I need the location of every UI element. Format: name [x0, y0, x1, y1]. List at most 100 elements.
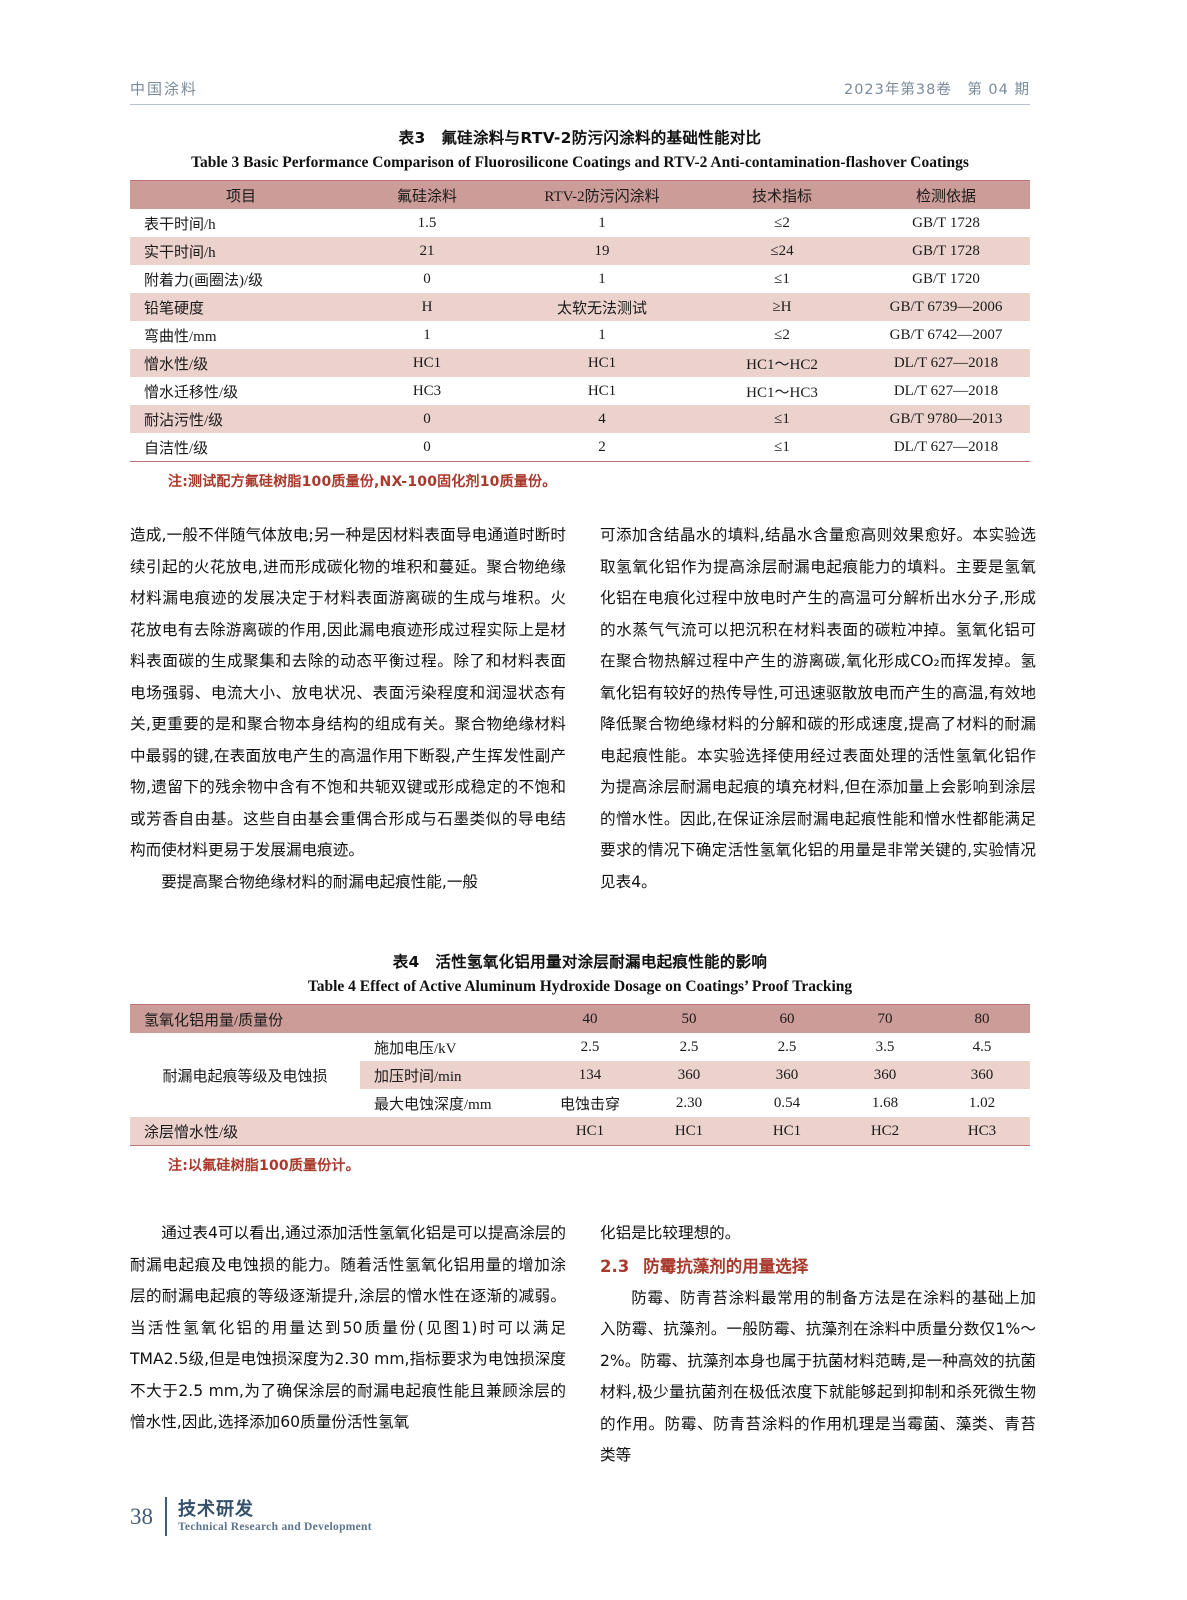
table4-note: 注:以氟硅树脂100质量份计。	[168, 1158, 360, 1174]
table-row: 附着力(画圈法)/级 0 1 ≤1 GB/T 1720	[130, 265, 1030, 293]
paragraph: 要提高聚合物绝缘材料的耐漏电起痕性能,一般	[161, 872, 479, 891]
table3-cell: 太软无法测试	[502, 293, 702, 321]
table4-cell: HC3	[934, 1117, 1031, 1146]
table3-block: 表3 氟硅涂料与RTV-2防污闪涂料的基础性能对比 Table 3 Basic …	[130, 126, 1030, 491]
table3-cell: DL/T 627—2018	[893, 382, 999, 399]
table3-cell: 21	[352, 237, 502, 265]
table-row: 表干时间/h 1.5 1 ≤2 GB/T 1728	[130, 209, 1030, 237]
table3-cell: ≤2	[774, 214, 790, 231]
table3-col-header: RTV-2防污闪涂料	[502, 180, 702, 209]
table3-cell: GB/T 1728	[862, 237, 1030, 265]
table3-cell: 0	[423, 270, 431, 287]
table3-cell: 1	[598, 326, 606, 343]
table4-caption-cn: 表4 活性氢氧化铝用量对涂层耐漏电起痕性能的影响	[392, 953, 768, 971]
table3-cell: 2	[598, 438, 606, 455]
table4-dosage-row: 氢氧化铝用量/质量份 40 50 60 70 80	[130, 1004, 1031, 1033]
table3-col-header: 技术指标	[702, 180, 862, 209]
left-column-top: 造成,一般不伴随气体放电;另一种是因材料表面导电通道时断时续引起的火花放电,进而…	[130, 520, 566, 898]
table4-cell: 2.5	[580, 1038, 600, 1055]
table-row: 耐漏电起痕等级及电蚀损 施加电压/kV 2.5 2.5 2.5 3.5 4.5	[130, 1033, 1030, 1085]
table4-cell: HC1	[738, 1117, 837, 1146]
table3-cell: 实干时间/h	[130, 237, 352, 265]
table4-cell: HC2	[836, 1117, 935, 1146]
table3-cell: GB/T 1728	[912, 214, 980, 231]
table3-cell: 1.5	[417, 214, 437, 231]
table4-last-row: 涂层憎水性/级 HC1 HC1 HC1 HC2 HC3	[130, 1117, 1031, 1146]
table3-cell: ≤1	[702, 405, 862, 433]
table4-cell: 360	[836, 1061, 935, 1089]
table4-cell: 360	[934, 1061, 1031, 1089]
table3-cell: 憎水性/级	[130, 349, 352, 377]
table3-cell: 19	[502, 237, 702, 265]
table3-cell: HC1	[502, 349, 702, 377]
table4-cell: 2.5	[679, 1038, 699, 1055]
table3-cell: 铅笔硬度	[130, 293, 352, 321]
table3-cell: 0	[423, 438, 431, 455]
issue-info: 2023年第38卷 第 04 期	[843, 82, 1030, 98]
table3-cell: 1	[423, 326, 431, 343]
table4-cell: 134	[540, 1061, 641, 1089]
table3-cell: H	[352, 293, 502, 321]
paragraph: 造成,一般不伴随气体放电;另一种是因材料表面导电通道时断时续引起的火花放电,进而…	[130, 526, 566, 859]
table3: 项目 氟硅涂料 RTV-2防污闪涂料 技术指标 检测依据 表干时间/h 1.5 …	[130, 180, 1030, 462]
page-number: 38	[130, 1503, 153, 1529]
table3-cell: 附着力(画圈法)/级	[144, 272, 264, 289]
table4-dosage-cell: 60	[738, 1004, 837, 1033]
table4-cell: HC1	[540, 1117, 641, 1146]
table3-cell: HC1～HC3	[746, 384, 818, 401]
table3-cell: HC1	[352, 349, 502, 377]
table-row: 加压时间/min 134 360 360 360 360	[130, 1061, 1031, 1089]
table4-cell: 0.54	[773, 1094, 801, 1111]
table-row: 实干时间/h 21 19 ≤24 GB/T 1728	[130, 237, 1030, 265]
table3-cell: ≥H	[702, 293, 862, 321]
paragraph: 通过表4可以看出,通过添加活性氢氧化铝是可以提高涂层的耐漏电起痕及电蚀损的能力。…	[130, 1224, 566, 1431]
table4-cell: 2.5	[777, 1038, 797, 1055]
footer-section-en: Technical Research and Development	[178, 1520, 372, 1533]
table4-row-label: 施加电压/kV	[374, 1040, 457, 1057]
table4-dosage-label: 氢氧化铝用量/质量份	[130, 1004, 541, 1033]
table3-cell: 憎水迁移性/级	[144, 384, 239, 401]
table4-group-label: 耐漏电起痕等级及电蚀损	[162, 1068, 328, 1085]
table3-col-header: 检测依据	[862, 180, 1030, 209]
table3-cell: ≤1	[774, 270, 790, 287]
paragraph: 化铝是比较理想的。	[600, 1224, 741, 1242]
table4-caption-en: Table 4 Effect of Active Aluminum Hydrox…	[307, 978, 853, 995]
table3-cell: ≤2	[774, 326, 790, 343]
table4-dosage-cell: 40	[540, 1004, 641, 1033]
table3-cell: 4	[502, 405, 702, 433]
paragraph: 可添加含结晶水的填料,结晶水含量愈高则效果愈好。本实验选取氢氧化铝作为提高涂层耐…	[600, 526, 1036, 891]
table3-header-row: 项目 氟硅涂料 RTV-2防污闪涂料 技术指标 检测依据	[130, 180, 1030, 209]
left-column-bottom: 通过表4可以看出,通过添加活性氢氧化铝是可以提高涂层的耐漏电起痕及电蚀损的能力。…	[130, 1218, 566, 1439]
right-column-top: 可添加含结晶水的填料,结晶水含量愈高则效果愈好。本实验选取氢氧化铝作为提高涂层耐…	[600, 520, 1036, 898]
table3-col-header: 氟硅涂料	[352, 180, 502, 209]
table-row: 铅笔硬度 H 太软无法测试 ≥H GB/T 6739—2006	[130, 293, 1030, 321]
table4: 氢氧化铝用量/质量份 40 50 60 70 80 耐漏电起痕等级及电蚀损 施加…	[130, 1004, 1031, 1146]
section-heading: 2.3 防霉抗藻剂的用量选择	[600, 1250, 1036, 1283]
table3-cell: 0	[352, 405, 502, 433]
table4-dosage-cell: 50	[640, 1004, 739, 1033]
table-row: 最大电蚀深度/mm 电蚀击穿 2.30 0.54 1.68 1.02	[130, 1089, 1030, 1117]
header-divider	[130, 104, 1030, 105]
table-row: 弯曲性/mm 1 1 ≤2 GB/T 6742—2007	[130, 321, 1030, 349]
table4-cell: 3.5	[875, 1038, 895, 1055]
table3-cell: ≤1	[774, 438, 790, 455]
table3-cell: 耐沾污性/级	[130, 405, 352, 433]
section-number: 2.3	[600, 1256, 630, 1276]
footer-divider	[165, 1497, 167, 1536]
table3-cell: DL/T 627—2018	[893, 438, 999, 455]
table-row: 自洁性/级 0 2 ≤1 DL/T 627—2018	[130, 433, 1030, 462]
table4-cell: 2.30	[675, 1094, 703, 1111]
table3-col-header: 项目	[130, 180, 352, 209]
table4-block: 表4 活性氢氧化铝用量对涂层耐漏电起痕性能的影响 Table 4 Effect …	[130, 950, 1031, 1175]
table3-cell: DL/T 627—2018	[862, 349, 1030, 377]
table3-cell: HC1～HC2	[702, 349, 862, 377]
page-footer: 38 技术研发 Technical Research and Developme…	[130, 1497, 372, 1536]
table3-cell: GB/T 1720	[912, 270, 980, 287]
table3-cell: GB/T 6742—2007	[889, 326, 1003, 343]
journal-name: 中国涂料	[130, 80, 199, 98]
table4-cell: 电蚀击穿	[560, 1096, 621, 1113]
table3-caption-en: Table 3 Basic Performance Comparison of …	[191, 154, 969, 171]
table3-cell: GB/T 9780—2013	[862, 405, 1030, 433]
table4-cell: 360	[738, 1061, 837, 1089]
